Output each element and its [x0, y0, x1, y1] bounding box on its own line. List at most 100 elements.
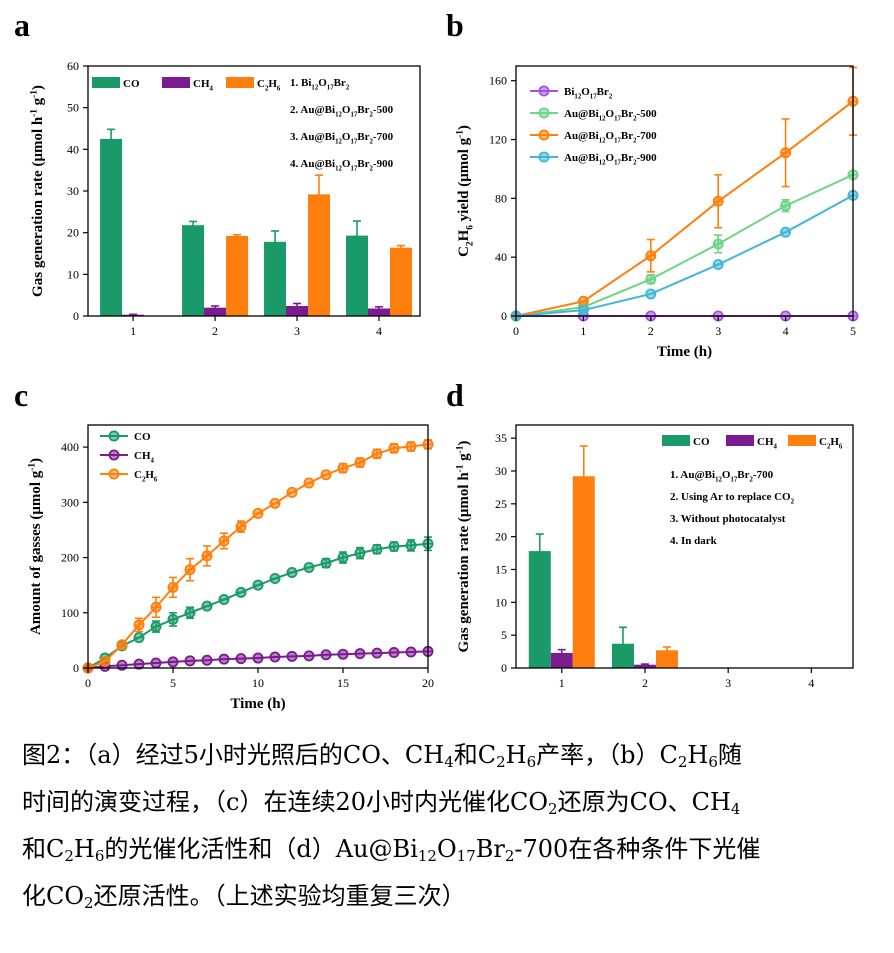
- text-run: 17: [614, 137, 621, 144]
- legend-swatch: [226, 77, 254, 88]
- legend-swatch: [788, 435, 816, 446]
- legend-entry: CO: [123, 78, 140, 90]
- text-run: H: [145, 469, 154, 481]
- legend-entry: CO: [134, 431, 151, 443]
- legend-entry: Bi12​O17​Br2​: [564, 86, 613, 100]
- text-run: -500: [637, 108, 658, 120]
- text-run: O: [342, 158, 351, 170]
- panel-label: b: [446, 7, 464, 43]
- y-tick-label: 200: [61, 551, 79, 565]
- caption-line-1: 图2：（a）经过5小时光照后的CO、CH4和C2H6产率，（b）C2H6随: [22, 741, 742, 771]
- legend-entry: CH4​: [193, 78, 214, 92]
- text-run: ): [456, 125, 472, 130]
- text-run: H: [830, 436, 839, 448]
- text-run: 17: [590, 93, 597, 100]
- text-run: ): [30, 85, 46, 90]
- text-run: -1: [455, 464, 465, 472]
- x-tick-label: 15: [337, 676, 349, 690]
- y-tick-label: 40: [67, 142, 79, 156]
- text-run: O: [342, 131, 351, 143]
- text-run: CH: [193, 78, 210, 90]
- bar: [390, 247, 413, 316]
- legend-entry: C2​H6​: [134, 469, 158, 483]
- text-run: Br: [621, 152, 633, 164]
- y-tick-label: 400: [61, 440, 79, 454]
- caption-line-3: 和C2H6的光催化活性和（d）Au@Bi12O17Br2-700在各种条件下光催: [22, 835, 761, 865]
- x-tick-label: 1: [580, 324, 586, 338]
- text-run: 4. Au@Bi: [290, 158, 335, 170]
- text-run: O: [606, 152, 615, 164]
- annotation: 3. Au@Bi12​O17​Br2​-700: [290, 131, 394, 145]
- text-run: 2: [633, 159, 637, 166]
- text-run: 2. Au@Bi: [290, 104, 335, 116]
- x-tick-label: 3: [715, 324, 721, 338]
- x-tick-label: 10: [252, 676, 264, 690]
- y-tick-label: 120: [489, 133, 507, 147]
- bar: [550, 652, 573, 668]
- text-run: 2: [633, 115, 637, 122]
- x-tick-label: 1: [130, 324, 136, 338]
- annotation: 1. Bi12​O17​Br2​: [290, 77, 350, 91]
- y-tick-label: 100: [61, 606, 79, 620]
- text-run: 12: [335, 165, 342, 172]
- text-run: 2: [609, 93, 613, 100]
- x-tick-label: 4: [376, 324, 382, 338]
- text-run: Br: [334, 77, 346, 89]
- legend-swatch: [162, 77, 190, 88]
- bar: [286, 306, 309, 316]
- text-run: 1. Bi: [290, 77, 311, 89]
- text-run: H: [456, 229, 472, 241]
- text-run: O: [581, 86, 590, 98]
- text-run: 4. In dark: [670, 535, 718, 547]
- legend-swatch: [662, 435, 690, 446]
- text-run: C: [819, 436, 827, 448]
- y-axis-label: Amount of gasses (μmol g-1​): [27, 458, 44, 635]
- text-run: 2: [750, 476, 754, 483]
- y-tick-label: 10: [495, 595, 507, 609]
- bar: [182, 225, 205, 316]
- y-tick-label: 15: [495, 562, 507, 576]
- text-run: 2: [265, 85, 269, 92]
- text-run: Time (h): [657, 344, 712, 360]
- y-axis-label: Gas generation rate (μmol h-1​ g-1​): [29, 85, 46, 297]
- text-run: Time (h): [230, 696, 285, 712]
- text-run: 17: [350, 165, 357, 172]
- text-run: 1. Au@Bi: [670, 469, 715, 481]
- y-tick-label: 0: [73, 661, 79, 675]
- text-run: Gas generation rate (μmol h: [456, 472, 472, 653]
- y-tick-label: 80: [495, 191, 507, 205]
- text-run: H: [268, 78, 277, 90]
- text-run: CO: [693, 436, 710, 448]
- bar: [100, 138, 123, 316]
- y-tick-label: 0: [501, 309, 507, 323]
- text-run: 12: [599, 137, 606, 144]
- axes-frame: [515, 424, 854, 669]
- text-run: Au@Bi: [564, 130, 599, 142]
- text-run: g: [456, 453, 472, 465]
- text-run: CO: [134, 431, 151, 443]
- y-tick-label: 50: [67, 101, 79, 115]
- annotation: 1. Au@Bi12​O17​Br2​-700: [670, 469, 774, 483]
- text-run: 2: [370, 138, 374, 145]
- axes-frame: [515, 65, 854, 317]
- x-tick-label: 3: [725, 676, 731, 690]
- annotation: 4. Au@Bi12​O17​Br2​-900: [290, 158, 394, 172]
- bar: [368, 308, 391, 316]
- text-run: 17: [730, 476, 737, 483]
- x-tick-label: 4: [783, 324, 789, 338]
- x-tick-label: 2: [642, 676, 648, 690]
- text-run: ): [456, 441, 472, 446]
- text-run: 4: [210, 85, 214, 92]
- text-run: O: [722, 469, 731, 481]
- annotation: 2. Au@Bi12​O17​Br2​-500: [290, 104, 394, 118]
- bar: [226, 236, 249, 316]
- text-run: C: [134, 469, 142, 481]
- legend-entry: CO: [693, 436, 710, 448]
- x-tick-label: 4: [808, 676, 814, 690]
- text-run: Gas generation rate (μmol h: [30, 116, 46, 297]
- text-run: Br: [357, 131, 369, 143]
- y-tick-label: 40: [495, 250, 507, 264]
- text-run: 2: [370, 111, 374, 118]
- x-tick-label: 0: [85, 676, 91, 690]
